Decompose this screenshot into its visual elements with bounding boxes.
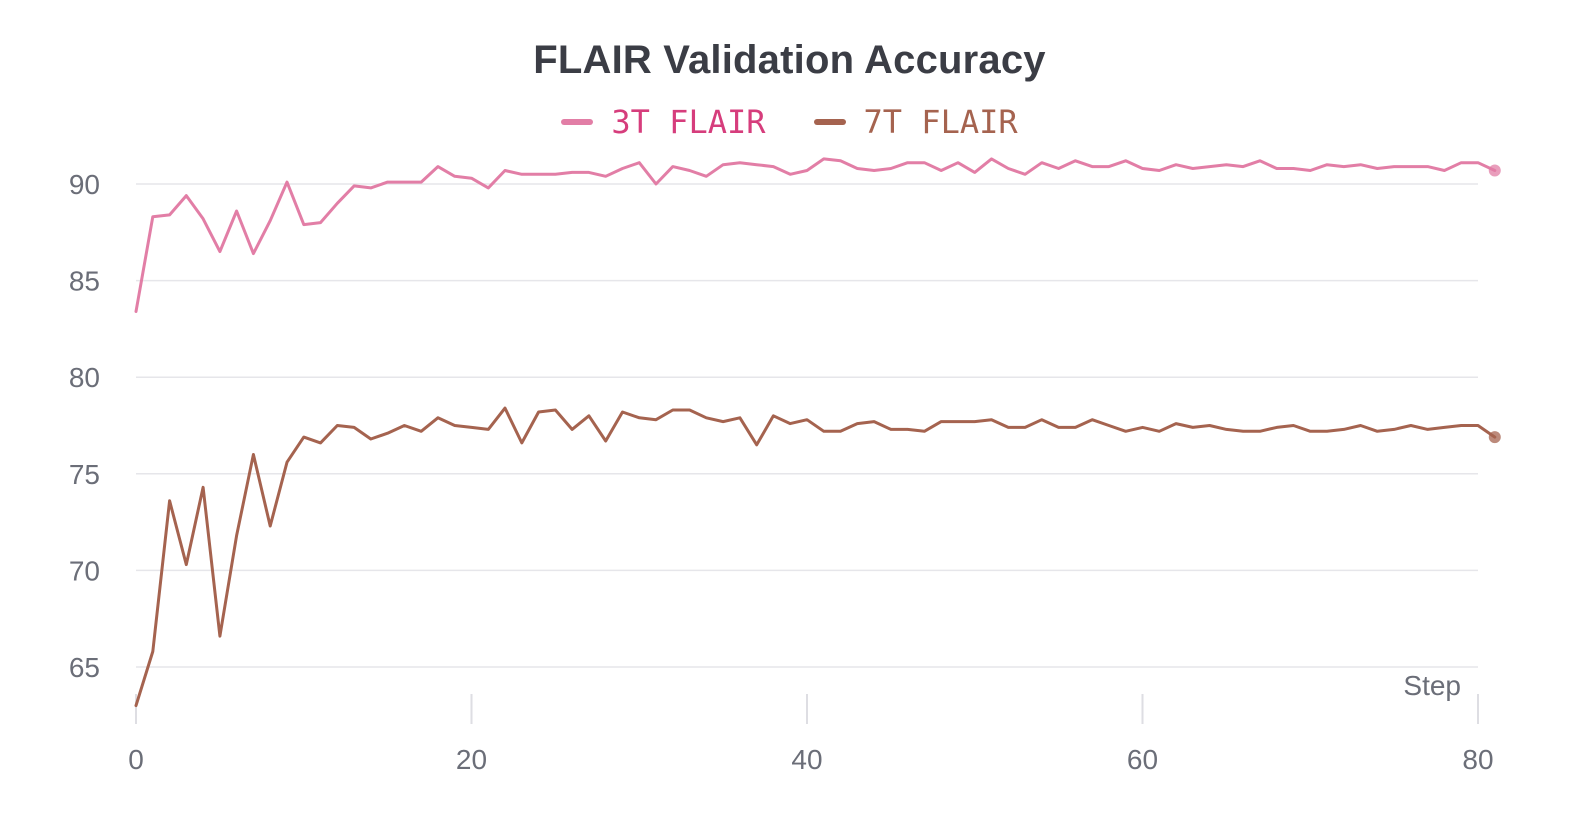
series-line-7t-flair[interactable] <box>134 406 1497 708</box>
x-axis-title: Step <box>1403 670 1461 701</box>
legend-entry-7t-flair[interactable]: 7T FLAIR <box>813 103 1018 141</box>
x-tick-label-0: 0 <box>128 744 144 775</box>
x-tick-label-60: 60 <box>1127 744 1158 775</box>
y-tick-label-90: 90 <box>69 169 100 200</box>
x-tick-label-40: 40 <box>791 744 822 775</box>
grid-lines <box>136 183 1478 668</box>
legend-label-3t-flair: 3T FLAIR <box>611 103 766 141</box>
x-tick-label-80: 80 <box>1462 744 1493 775</box>
series-lines <box>134 157 1501 708</box>
series-endpoint-7t-flair[interactable] <box>1488 431 1501 444</box>
legend-swatch-3t-flair <box>561 119 594 125</box>
y-axis-ticks: 65 70 75 80 85 90 <box>69 169 100 683</box>
legend-entry-3t-flair[interactable]: 3T FLAIR <box>561 103 766 141</box>
series-line-3t-flair[interactable] <box>134 157 1497 313</box>
y-tick-label-65: 65 <box>69 652 100 683</box>
legend: 3T FLAIR 7T FLAIR <box>0 103 1579 141</box>
chart-title: FLAIR Validation Accuracy <box>533 38 1046 82</box>
legend-swatch-7t-flair <box>813 119 846 125</box>
x-axis-ticks: 0 20 40 60 80 <box>128 694 1494 775</box>
series-endpoint-3t-flair[interactable] <box>1488 164 1501 177</box>
y-tick-label-80: 80 <box>69 362 100 393</box>
y-tick-label-70: 70 <box>69 555 100 586</box>
y-tick-label-75: 75 <box>69 459 100 490</box>
legend-label-7t-flair: 7T FLAIR <box>863 103 1018 141</box>
x-tick-label-20: 20 <box>456 744 487 775</box>
y-tick-label-85: 85 <box>69 266 100 297</box>
